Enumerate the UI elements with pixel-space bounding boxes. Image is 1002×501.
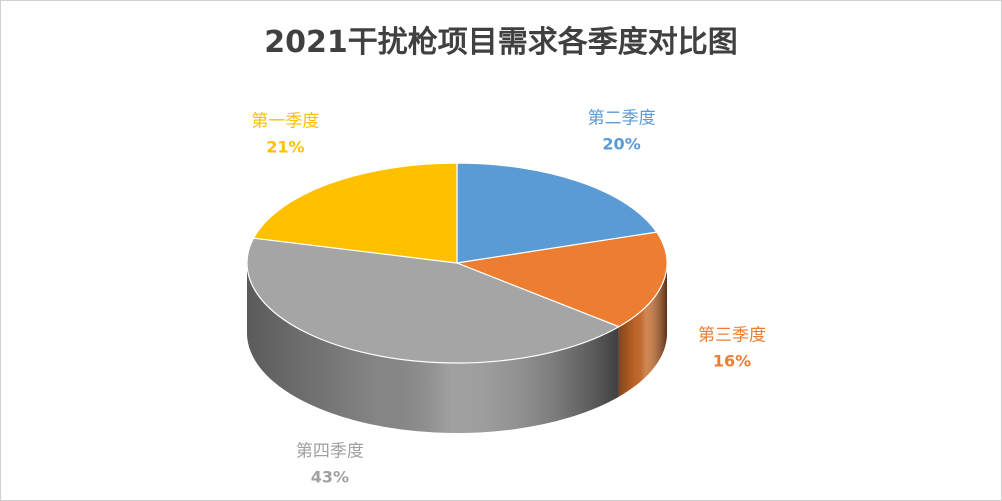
- data-labels: 第二季度 20% 第三季度 16% 第四季度 43% 第一季度 21%: [251, 109, 766, 487]
- pie-slice-3: [454, 231, 668, 328]
- pie-slice-2: [456, 162, 658, 264]
- label-name-2: 第二季度: [588, 109, 656, 129]
- label-percent-2: 20%: [602, 135, 640, 154]
- pie-slice-4: [246, 237, 621, 364]
- label-percent-4: 43%: [311, 468, 349, 487]
- pie-slice-1: [252, 162, 458, 264]
- pie-sides: [246, 263, 667, 433]
- label-percent-3: 16%: [713, 351, 751, 370]
- chart-title: 2021干扰枪项目需求各季度对比图: [264, 25, 738, 60]
- slice-side-4: [246, 263, 619, 433]
- label-name-4: 第四季度: [296, 442, 364, 462]
- label-percent-1: 21%: [266, 138, 304, 157]
- label-name-3: 第三季度: [698, 325, 766, 345]
- pie-tops: [246, 162, 668, 364]
- label-name-1: 第一季度: [251, 112, 319, 132]
